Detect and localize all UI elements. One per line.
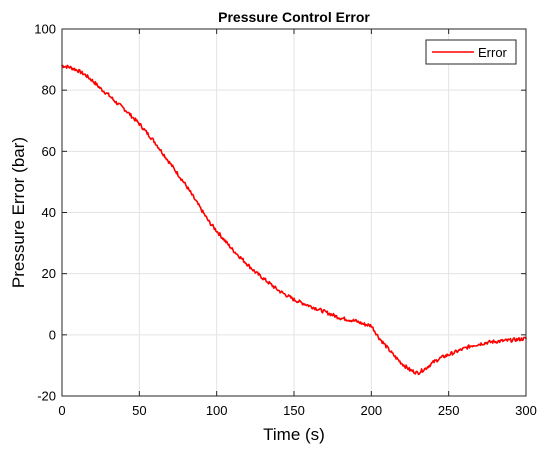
y-tick-label: 40 xyxy=(42,205,56,220)
y-tick-labels: -20 0 20 40 60 80 100 xyxy=(34,22,56,404)
x-tick-label: 200 xyxy=(360,403,382,418)
legend-label-error: Error xyxy=(478,45,508,60)
x-tick-label: 150 xyxy=(283,403,305,418)
x-axis-label: Time (s) xyxy=(263,425,325,444)
x-tick-label: 50 xyxy=(132,403,146,418)
x-tick-label: 250 xyxy=(438,403,460,418)
series-line-error xyxy=(61,64,527,376)
y-tick-label: 80 xyxy=(42,83,56,98)
y-axis-label: Pressure Error (bar) xyxy=(9,137,28,288)
y-tick-label: 20 xyxy=(42,266,56,281)
axis-ticks xyxy=(61,28,527,397)
x-tick-label: 300 xyxy=(515,403,537,418)
y-tick-label: 100 xyxy=(34,22,56,37)
x-tick-label: 0 xyxy=(58,403,65,418)
legend: Error xyxy=(425,39,517,65)
x-tick-labels: 0 50 100 150 200 250 300 xyxy=(58,403,536,418)
y-tick-label: -20 xyxy=(37,389,56,404)
y-tick-label: 0 xyxy=(49,327,56,342)
chart-title: Pressure Control Error xyxy=(218,9,370,25)
y-tick-label: 60 xyxy=(42,144,56,159)
x-tick-label: 100 xyxy=(206,403,228,418)
